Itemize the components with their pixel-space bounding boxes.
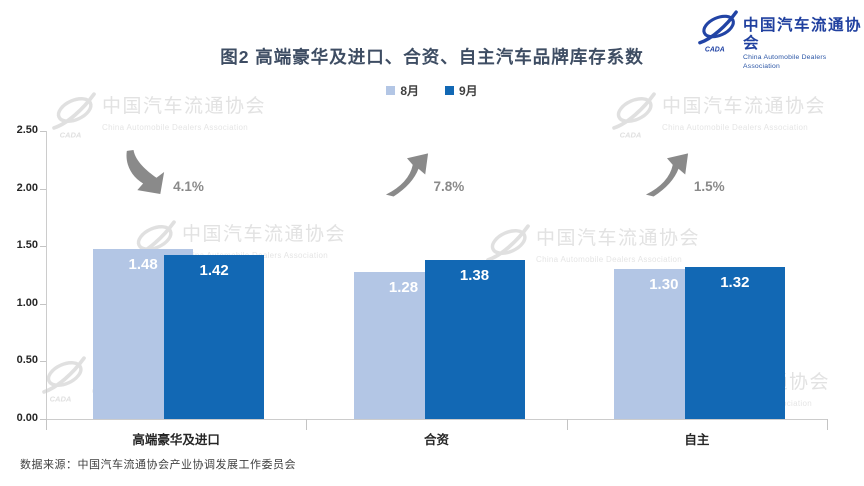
y-tick	[40, 188, 46, 190]
x-tick	[46, 419, 47, 430]
y-tick	[40, 131, 46, 132]
svg-text:CADA: CADA	[50, 395, 72, 404]
legend-item: 9月	[445, 82, 478, 99]
svg-text:CADA: CADA	[60, 131, 82, 140]
legend-label: 8月	[400, 84, 419, 98]
y-tick-label: 1.50	[16, 239, 38, 252]
watermark-en: China Automobile Dealers Association	[102, 123, 248, 132]
cada-swirl-icon: CADA	[52, 92, 96, 139]
watermark: CADA 中国汽车流通协会 China Automobile Dealers A…	[52, 92, 266, 139]
svg-text:CADA: CADA	[705, 47, 725, 54]
bar-series-2-cat-2	[424, 260, 525, 419]
y-tick	[40, 303, 46, 305]
bar-series-2-cat-1	[164, 255, 265, 419]
y-tick	[40, 246, 46, 248]
svg-text:CADA: CADA	[620, 131, 642, 140]
legend-swatch-icon	[386, 86, 396, 95]
bar-value-label: 1.38	[459, 267, 490, 285]
y-tick	[40, 419, 46, 420]
change-arrow-up	[384, 152, 430, 197]
y-tick-label: 2.00	[16, 181, 38, 194]
legend-item: 8月	[386, 82, 419, 99]
cada-swirl-icon: CADA	[698, 10, 738, 54]
y-tick	[40, 361, 46, 363]
cada-logo-icon: CADA	[698, 10, 738, 58]
legend-label: 9月	[459, 84, 478, 98]
y-tick-label: 0.00	[16, 412, 38, 424]
change-percent-label: 4.1%	[173, 179, 204, 194]
bar-value-label: 1.48	[128, 255, 158, 273]
chart-title: 图2 高端豪华及进口、合资、自主汽车品牌库存系数	[220, 47, 644, 67]
bar-value-label: 1.42	[199, 262, 229, 280]
x-tick	[827, 419, 828, 430]
cada-swirl-icon: CADA	[42, 356, 86, 403]
category-label: 合资	[423, 433, 449, 447]
source-note: 数据来源：中国汽车流通协会产业协调发展工作委员会	[20, 459, 296, 471]
brand-logo: CADA 中国汽车流通协会 China Automobile Dealers A…	[698, 10, 864, 71]
brand-text: 中国汽车流通协会 China Automobile Dealers Associ…	[743, 10, 864, 71]
watermark: CADA 中国汽车流通协会 China Automobile Dealers A…	[612, 92, 826, 139]
change-percent-label: 1.5%	[693, 179, 725, 194]
watermark-cn: 中国汽车流通协会	[182, 224, 347, 245]
watermark-en: China Automobile Dealers Association	[536, 255, 682, 264]
watermark-cn: 中国汽车流通协会	[662, 96, 827, 117]
bar-value-label: 1.32	[720, 273, 750, 291]
down-right-arrow-icon	[126, 150, 165, 194]
watermark-cn: 中国汽车流通协会	[536, 228, 701, 249]
brand-name-cn: 中国汽车流通协会	[743, 17, 863, 52]
watermark-cn: 中国汽车流通协会	[102, 96, 267, 117]
category-label: 高端豪华及进口	[132, 433, 220, 447]
x-tick	[306, 419, 307, 430]
legend-swatch-icon	[445, 86, 454, 95]
cada-swirl-icon: CADA	[612, 92, 656, 139]
y-tick-label: 0.50	[16, 354, 38, 367]
bar-value-label: 1.30	[649, 276, 679, 294]
up-right-arrow-icon	[385, 153, 428, 197]
x-tick	[567, 419, 568, 430]
change-arrow-down	[123, 149, 167, 195]
category-label: 自主	[684, 433, 710, 447]
bar-value-label: 1.28	[388, 278, 419, 296]
y-axis-line	[46, 131, 47, 419]
y-tick-label: 1.00	[16, 296, 38, 309]
bar-series-2-cat-3	[684, 266, 785, 419]
chart-legend: 8月 9月	[0, 82, 864, 99]
y-tick-label: 2.50	[16, 124, 38, 136]
change-arrow-up	[644, 152, 690, 197]
watermark-en: China Automobile Dealers Association	[662, 123, 808, 132]
x-axis-line	[46, 419, 827, 420]
up-right-arrow-icon	[645, 153, 688, 197]
change-percent-label: 7.8%	[433, 179, 465, 194]
brand-name-en: China Automobile Dealers Association	[743, 54, 827, 70]
